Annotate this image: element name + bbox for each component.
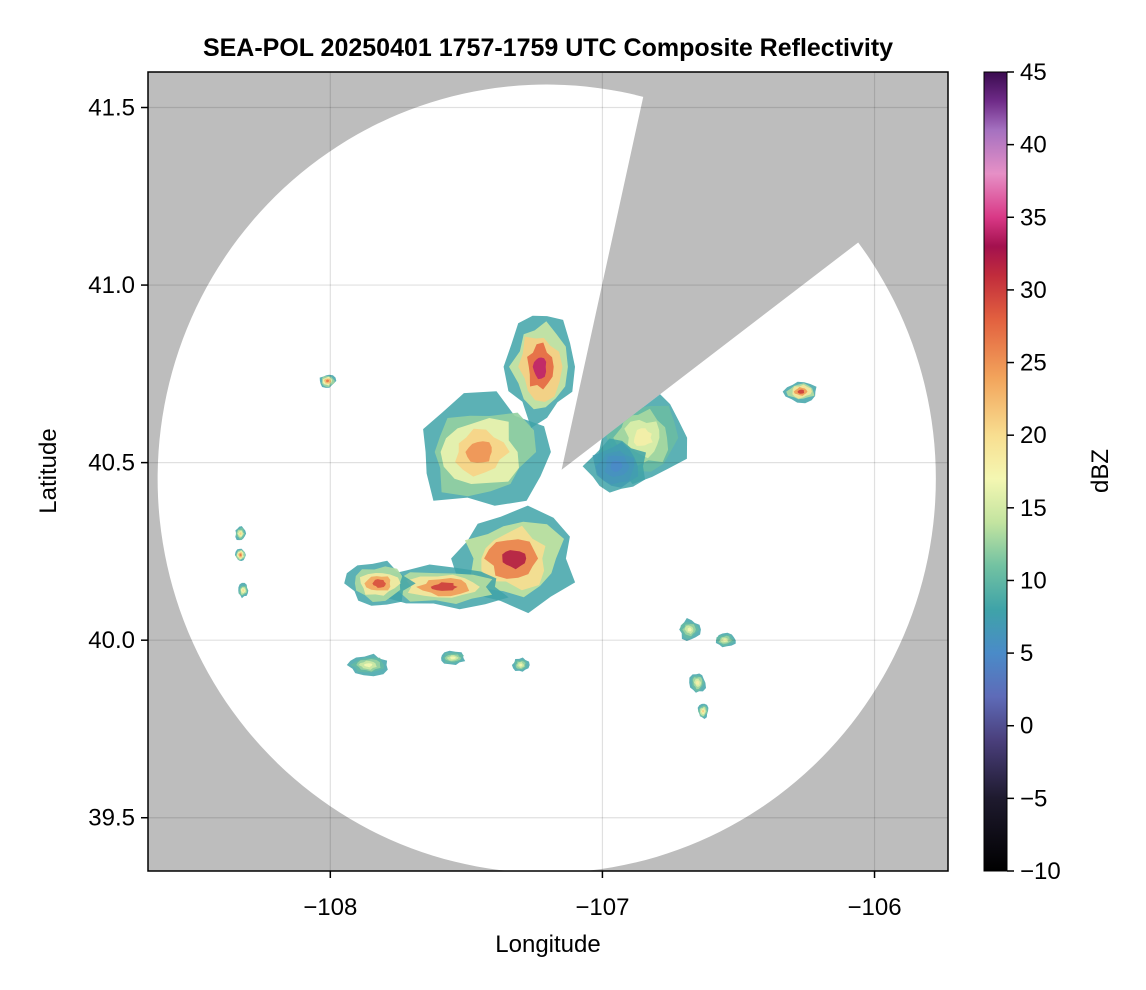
colorbar-tick-label: −5 xyxy=(1020,785,1047,812)
echo-north-sector-cell xyxy=(503,315,575,428)
echo-south-patch-2 xyxy=(441,650,466,665)
echo-contour xyxy=(695,680,700,685)
echo-contour xyxy=(502,550,527,570)
echo-east-low-band xyxy=(582,438,646,493)
x-axis: −108 −107 −106 xyxy=(303,871,902,921)
echo-southwest-band xyxy=(380,564,509,610)
echo-west-band xyxy=(344,560,416,606)
colorbar-tick-label: −10 xyxy=(1020,858,1061,885)
echo-far-east-spot xyxy=(782,381,817,404)
y-tick-label: 40.5 xyxy=(88,450,135,477)
y-axis-label: Latitude xyxy=(35,428,62,513)
y-axis: 39.5 40.0 40.5 41.0 41.5 xyxy=(88,95,148,832)
grid-lines xyxy=(148,72,948,871)
colorbar-ticks: −10 −5 0 5 10 15 20 25 30 35 40 45 xyxy=(1007,59,1061,885)
echo-southeast-patch-1 xyxy=(679,618,701,641)
echo-west-spot-3 xyxy=(238,582,249,599)
echo-contour xyxy=(633,428,653,446)
colorbar-tick-label: 20 xyxy=(1020,422,1047,449)
colorbar-tick-label: 15 xyxy=(1020,495,1047,522)
echo-contour xyxy=(722,638,728,642)
echo-contour xyxy=(363,663,373,668)
echo-contour xyxy=(450,656,456,660)
echo-contour xyxy=(239,553,242,557)
x-tick-label: −106 xyxy=(847,894,901,921)
colorbar-tick-label: 35 xyxy=(1020,204,1047,231)
y-tick-label: 41.0 xyxy=(88,272,135,299)
echo-contour xyxy=(532,357,547,380)
echo-south-patch-1 xyxy=(346,653,388,677)
radar-coverage-disc xyxy=(157,84,936,871)
colorbar-label: dBZ xyxy=(1087,449,1114,493)
colorbar-tick-label: 5 xyxy=(1020,640,1033,667)
colorbar-tick-label: 10 xyxy=(1020,567,1047,594)
colorbar-tick-label: 25 xyxy=(1020,350,1047,377)
colorbar-tick-label: 40 xyxy=(1020,132,1047,159)
y-tick-label: 39.5 xyxy=(88,805,135,832)
echo-west-spot-2 xyxy=(234,548,246,561)
colorbar-gradient xyxy=(983,71,1008,872)
echo-contour xyxy=(242,589,245,592)
y-tick-label: 41.5 xyxy=(88,95,135,122)
colorbar-tick-label: 45 xyxy=(1020,59,1047,86)
colorbar-tick-label: 0 xyxy=(1020,713,1033,740)
echo-contour xyxy=(372,579,386,588)
x-tick-label: −107 xyxy=(575,894,629,921)
echo-southeast-patch-4 xyxy=(697,703,709,719)
echo-contour xyxy=(702,709,705,713)
chart-title: SEA-POL 20250401 1757-1759 UTC Composite… xyxy=(203,34,893,62)
echo-southeast-patch-2 xyxy=(715,632,736,648)
echo-northwest-spot xyxy=(319,374,337,388)
echo-contour xyxy=(519,663,523,667)
echo-southeast-patch-3 xyxy=(689,673,706,693)
plot-area xyxy=(147,71,949,872)
echo-contour xyxy=(430,582,458,591)
colorbar-tick-label: 30 xyxy=(1020,277,1047,304)
echo-contour xyxy=(610,460,623,472)
echo-contour xyxy=(239,532,242,536)
echo-contour xyxy=(797,389,805,394)
colorbar: −10 −5 0 5 10 15 20 25 30 35 40 45 dBZ xyxy=(983,59,1114,885)
x-tick-label: −108 xyxy=(303,894,357,921)
y-tick-label: 40.0 xyxy=(88,627,135,654)
echo-contour xyxy=(465,441,492,463)
echo-south-patch-3 xyxy=(511,657,530,672)
reflectivity-echoes xyxy=(234,315,817,719)
echo-contour xyxy=(326,379,330,383)
echo-central-west-cell xyxy=(423,391,551,506)
x-axis-label: Longitude xyxy=(495,931,600,958)
plot-frame xyxy=(147,71,949,872)
echo-contour xyxy=(687,627,692,632)
echo-west-spot-1 xyxy=(235,526,247,541)
